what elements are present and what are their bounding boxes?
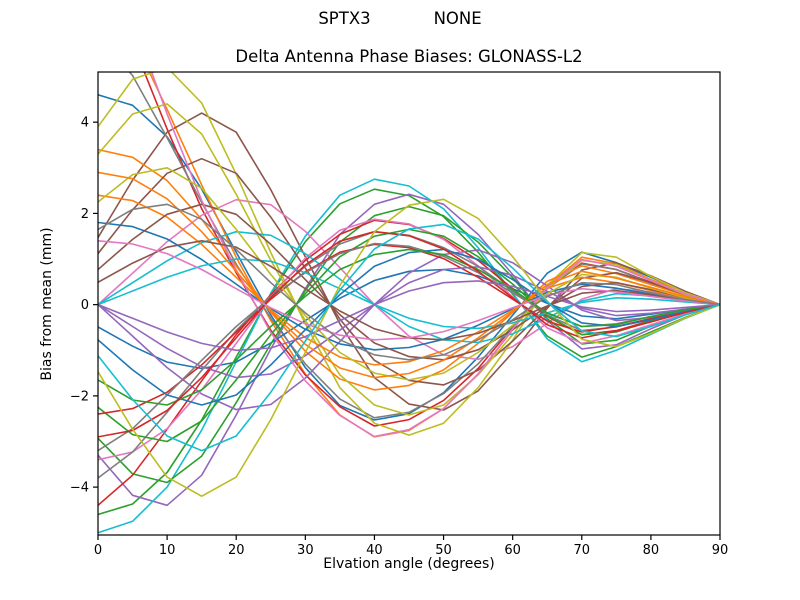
plot-line <box>98 249 720 411</box>
plot-line <box>98 171 720 379</box>
y-tick-label: 2 <box>81 207 89 222</box>
plot-lines <box>98 72 720 534</box>
plot-line <box>98 203 720 361</box>
x-tick-label: 60 <box>504 543 521 558</box>
plot-border <box>97 71 721 536</box>
x-tick-label: 20 <box>228 543 245 558</box>
plot-line <box>150 72 720 438</box>
plot-line <box>98 242 720 452</box>
y-tick-label: 4 <box>81 116 89 131</box>
x-tick-label: 0 <box>94 543 102 558</box>
x-axis-ticks: 0 10 20 30 40 50 60 70 80 90 <box>94 535 728 558</box>
plot-line <box>98 230 720 438</box>
plot-line <box>98 112 720 411</box>
plot-line <box>98 223 720 452</box>
x-tick-label: 30 <box>297 543 314 558</box>
x-tick-label: 50 <box>435 543 452 558</box>
x-tick-label: 10 <box>159 543 176 558</box>
figure-suptitle: SPTX3 NONE <box>318 9 482 28</box>
plot-line <box>98 221 720 351</box>
plot-line <box>98 230 720 344</box>
x-tick-label: 80 <box>643 543 660 558</box>
plot-line <box>98 268 720 370</box>
x-axis-label: Elvation angle (degrees) <box>323 556 495 572</box>
y-tick-label: −4 <box>70 481 89 496</box>
x-tick-label: 90 <box>712 543 729 558</box>
plot-line <box>148 72 720 438</box>
plot-line <box>98 193 720 507</box>
plot-line <box>98 258 720 330</box>
plot-line <box>98 265 720 379</box>
plot-line <box>128 72 720 419</box>
plot-line <box>98 188 720 516</box>
axes-title: Delta Antenna Phase Biases: GLONASS-L2 <box>235 47 583 66</box>
plot-line <box>98 203 720 361</box>
plot-line <box>98 240 720 341</box>
plot-line <box>98 103 720 416</box>
plot-line <box>98 178 720 534</box>
plot-line <box>98 198 720 498</box>
plot-line <box>98 248 720 406</box>
x-tick-label: 40 <box>366 543 383 558</box>
plot-line <box>98 167 720 381</box>
plot-line <box>98 280 720 352</box>
x-tick-label: 70 <box>574 543 591 558</box>
plot-line <box>98 205 720 484</box>
plot-line <box>98 248 720 406</box>
y-tick-label: 0 <box>81 298 89 313</box>
plot-line <box>98 72 720 436</box>
y-axis-ticks: −4 −2 0 2 4 <box>70 116 98 496</box>
y-tick-label: −2 <box>70 389 89 404</box>
